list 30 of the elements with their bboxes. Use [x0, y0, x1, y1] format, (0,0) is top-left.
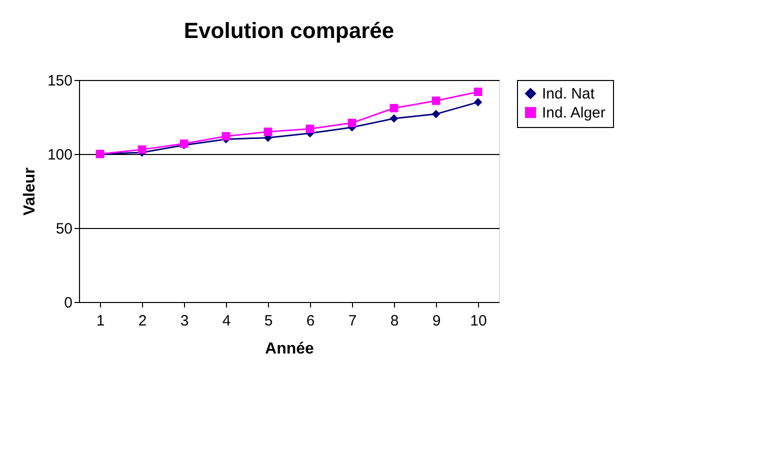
- x-tick-label: 5: [264, 312, 273, 330]
- x-tick-label: 8: [390, 312, 399, 330]
- point: [348, 118, 356, 128]
- legend-label: Ind. Nat: [542, 86, 596, 102]
- chart-title: Evolution comparée: [184, 18, 394, 43]
- x-tick-label: 7: [348, 312, 357, 330]
- y-axis-title: Valeur: [21, 167, 38, 216]
- point: [432, 96, 440, 105]
- x-tick-label: 6: [306, 312, 315, 330]
- point: [222, 132, 230, 140]
- x-axis-title: Année: [265, 340, 314, 358]
- x-tick-label: 4: [222, 312, 231, 330]
- legend-label: Ind. Alger: [542, 104, 606, 122]
- x-tick-label: 3: [180, 312, 189, 330]
- x-tick-label: 2: [138, 312, 147, 330]
- y-tick-label: 50: [56, 220, 72, 238]
- x-tick-label: 1: [96, 312, 105, 330]
- point: [432, 110, 440, 118]
- point: [138, 145, 146, 154]
- y-tick-label: 0: [64, 294, 72, 312]
- point: [390, 114, 398, 123]
- point: [264, 128, 272, 136]
- point: [474, 88, 482, 96]
- x-tick-label: 10: [470, 312, 487, 330]
- x-tick-label: 9: [432, 312, 441, 330]
- y-tick-label: 150: [47, 72, 72, 90]
- y-tick-label: 100: [47, 146, 72, 164]
- point: [390, 104, 398, 112]
- point: [306, 124, 314, 134]
- point: [474, 98, 482, 106]
